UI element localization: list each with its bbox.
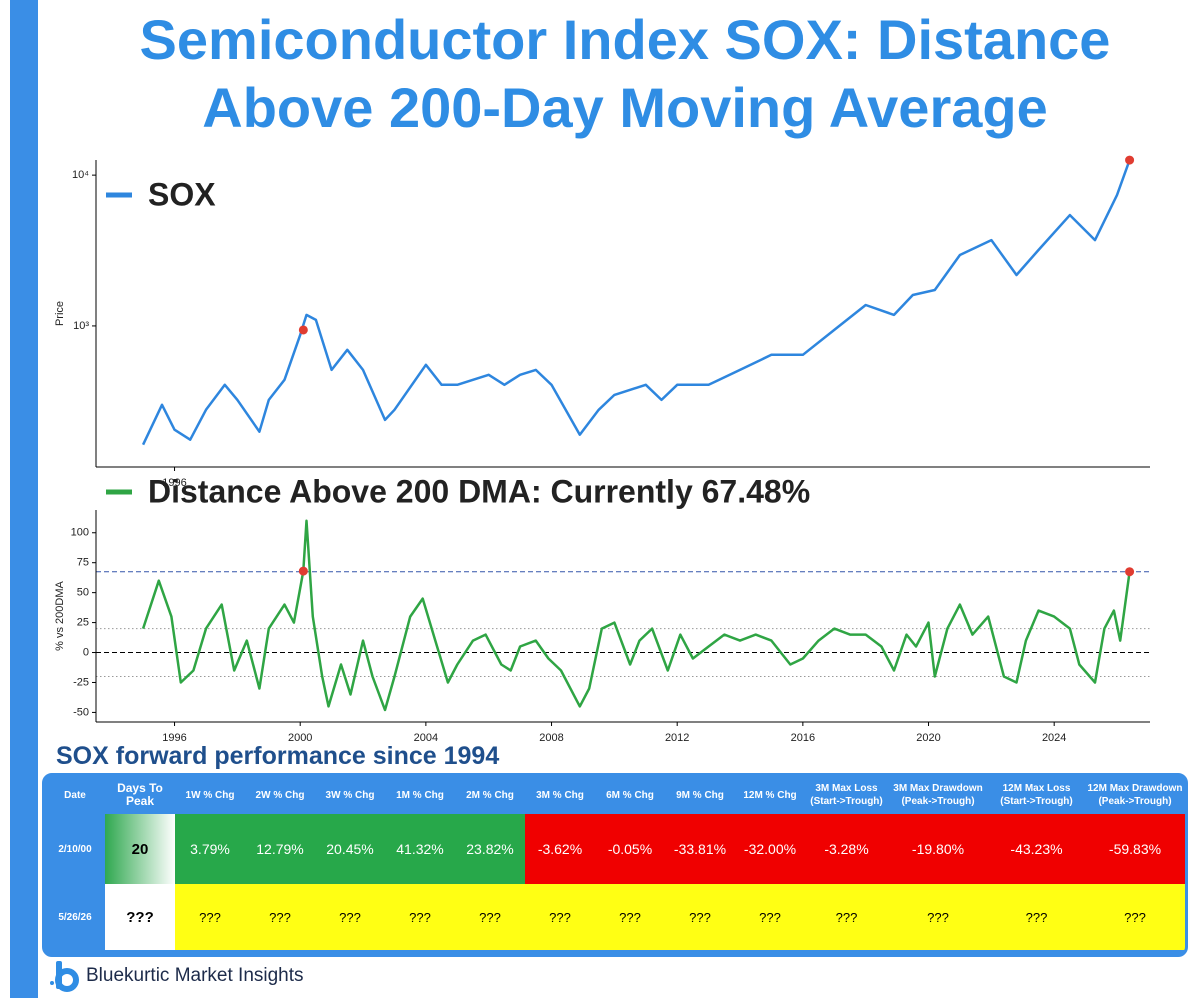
column-header: 2W % Chg bbox=[245, 776, 315, 814]
column-header: 2M % Chg bbox=[455, 776, 525, 814]
column-header: 3M Max Loss (Start->Trough) bbox=[805, 776, 888, 814]
table-cell: ??? bbox=[805, 884, 888, 950]
series-line bbox=[141, 159, 1131, 446]
performance-table: Date Days To Peak 1W % Chg 2W % Chg 3W % Chg… bbox=[45, 776, 1185, 950]
y-tick-label: -25 bbox=[73, 676, 89, 688]
table-cell: ??? bbox=[665, 884, 735, 950]
legend-label: SOX bbox=[148, 176, 216, 212]
table-title: SOX forward performance since 1994 bbox=[56, 742, 500, 770]
table-cell: -33.81% bbox=[665, 814, 735, 884]
y-tick-label: 50 bbox=[77, 587, 89, 599]
column-header: 3M Max Drawdown (Peak->Trough) bbox=[888, 776, 988, 814]
table-cell: -32.00% bbox=[735, 814, 805, 884]
y-tick-label: 75 bbox=[77, 557, 89, 569]
table-cell: -19.80% bbox=[888, 814, 988, 884]
table-row: 5/26/26?????????????????????????????????… bbox=[45, 884, 1185, 950]
column-header: 12M Max Drawdown (Peak->Trough) bbox=[1085, 776, 1185, 814]
table-cell: -0.05% bbox=[595, 814, 665, 884]
table-cell: 41.32% bbox=[385, 814, 455, 884]
table-cell: -43.23% bbox=[988, 814, 1085, 884]
y-tick-label: 10³ bbox=[73, 320, 89, 332]
x-tick-label: 2012 bbox=[665, 732, 689, 744]
table-cell: ??? bbox=[455, 884, 525, 950]
table-cell: 23.82% bbox=[455, 814, 525, 884]
table-cell: ??? bbox=[988, 884, 1085, 950]
x-tick-label: 1996 bbox=[162, 477, 186, 489]
y-tick-label: 100 bbox=[71, 527, 89, 539]
brand: Bluekurtic Market Insights bbox=[48, 958, 304, 994]
table-cell: ??? bbox=[175, 884, 245, 950]
table-cell: -59.83% bbox=[1085, 814, 1185, 884]
highlight-point bbox=[1125, 567, 1135, 577]
y-axis-label: % vs 200DMA bbox=[54, 580, 66, 650]
table-cell: ??? bbox=[735, 884, 805, 950]
table-cell: 3.79% bbox=[175, 814, 245, 884]
column-header: 1W % Chg bbox=[175, 776, 245, 814]
table-cell: 2/10/00 bbox=[45, 814, 105, 884]
brand-logo bbox=[50, 961, 79, 992]
y-tick-label: 10⁴ bbox=[72, 169, 89, 181]
column-header: 12M Max Loss (Start->Trough) bbox=[988, 776, 1085, 814]
y-tick-label: -50 bbox=[73, 706, 89, 718]
side-bar bbox=[10, 0, 38, 998]
column-header: 6M % Chg bbox=[595, 776, 665, 814]
table-cell: -3.28% bbox=[805, 814, 888, 884]
table-cell: ??? bbox=[595, 884, 665, 950]
table-cell: 20.45% bbox=[315, 814, 385, 884]
table-cell: ??? bbox=[525, 884, 595, 950]
x-tick-label: 1996 bbox=[162, 732, 186, 744]
legend-label: Distance Above 200 DMA: Currently 67.48% bbox=[148, 473, 810, 509]
y-tick-label: 25 bbox=[77, 616, 89, 628]
column-header: 3W % Chg bbox=[315, 776, 385, 814]
table-cell: ??? bbox=[385, 884, 455, 950]
column-header: 3M % Chg bbox=[525, 776, 595, 814]
highlight-point bbox=[298, 566, 308, 576]
y-axis-label: Price bbox=[54, 301, 66, 326]
table-row: 2/10/00 20 3.79% 12.79% 20.45% 41.32% 23.82% -3… bbox=[45, 814, 1185, 884]
charts: 10³ 10⁴ 1996 Price SOX -50 -25 0 25 50 75 100 1996 20… bbox=[54, 155, 1150, 744]
table-cell: ??? bbox=[888, 884, 988, 950]
x-tick-label: 2024 bbox=[1042, 732, 1066, 744]
table-cell: 12.79% bbox=[245, 814, 315, 884]
header-row: Date Days To Peak 1W % Chg 2W % Chg 3W % Chg… bbox=[45, 776, 1185, 814]
x-tick-label: 2016 bbox=[791, 732, 815, 744]
y-tick-label: 0 bbox=[83, 646, 89, 658]
highlight-point bbox=[1125, 155, 1135, 165]
highlight-point bbox=[298, 325, 308, 335]
table-box: Date Days To Peak 1W % Chg 2W % Chg 3W % Chg… bbox=[42, 773, 1188, 957]
column-header: 12M % Chg bbox=[735, 776, 805, 814]
table-cell: -3.62% bbox=[525, 814, 595, 884]
brand-name: Bluekurtic Market Insights bbox=[86, 965, 304, 986]
table-cell: ??? bbox=[245, 884, 315, 950]
table-cell: ??? bbox=[315, 884, 385, 950]
table-cell: 20 bbox=[105, 814, 175, 884]
column-header: 1M % Chg bbox=[385, 776, 455, 814]
column-header: 9M % Chg bbox=[665, 776, 735, 814]
column-header: Days To Peak bbox=[105, 776, 175, 814]
x-tick-label: 2008 bbox=[539, 732, 563, 744]
x-tick-label: 2004 bbox=[414, 732, 438, 744]
page-title: Semiconductor Index SOX: Distance Above … bbox=[139, 8, 1111, 139]
x-tick-label: 2020 bbox=[916, 732, 940, 744]
table-cell: 5/26/26 bbox=[45, 884, 105, 950]
table-cell: ??? bbox=[105, 884, 175, 950]
x-tick-label: 2000 bbox=[288, 732, 312, 744]
table-cell: ??? bbox=[1085, 884, 1185, 950]
column-header: Date bbox=[45, 776, 105, 814]
series-line bbox=[141, 519, 1131, 712]
